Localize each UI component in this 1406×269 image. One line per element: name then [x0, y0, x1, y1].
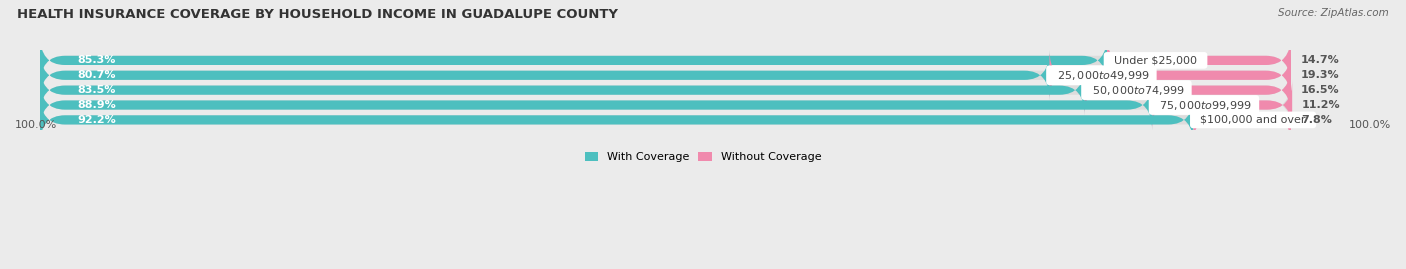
Text: 7.8%: 7.8%: [1301, 115, 1331, 125]
Legend: With Coverage, Without Coverage: With Coverage, Without Coverage: [581, 147, 825, 167]
Text: 80.7%: 80.7%: [77, 70, 117, 80]
Text: Under $25,000: Under $25,000: [1107, 55, 1204, 65]
Text: 16.5%: 16.5%: [1301, 85, 1340, 95]
FancyBboxPatch shape: [39, 65, 1084, 115]
Text: 100.0%: 100.0%: [1348, 120, 1391, 130]
FancyBboxPatch shape: [39, 80, 1291, 130]
Text: 92.2%: 92.2%: [77, 115, 117, 125]
FancyBboxPatch shape: [1049, 50, 1291, 100]
FancyBboxPatch shape: [39, 95, 1291, 145]
Text: 100.0%: 100.0%: [15, 120, 58, 130]
FancyBboxPatch shape: [1084, 65, 1291, 115]
Text: 11.2%: 11.2%: [1302, 100, 1341, 110]
Text: 88.9%: 88.9%: [77, 100, 117, 110]
FancyBboxPatch shape: [39, 35, 1291, 86]
FancyBboxPatch shape: [1107, 35, 1291, 86]
Text: HEALTH INSURANCE COVERAGE BY HOUSEHOLD INCOME IN GUADALUPE COUNTY: HEALTH INSURANCE COVERAGE BY HOUSEHOLD I…: [17, 8, 617, 21]
Text: 83.5%: 83.5%: [77, 85, 115, 95]
Text: 19.3%: 19.3%: [1301, 70, 1340, 80]
FancyBboxPatch shape: [39, 80, 1152, 130]
Text: $50,000 to $74,999: $50,000 to $74,999: [1084, 84, 1188, 97]
FancyBboxPatch shape: [39, 65, 1291, 115]
FancyBboxPatch shape: [1194, 95, 1291, 145]
Text: $100,000 and over: $100,000 and over: [1194, 115, 1313, 125]
Text: $75,000 to $99,999: $75,000 to $99,999: [1152, 98, 1256, 112]
FancyBboxPatch shape: [1152, 80, 1292, 130]
Text: 14.7%: 14.7%: [1301, 55, 1340, 65]
Text: $25,000 to $49,999: $25,000 to $49,999: [1049, 69, 1153, 82]
FancyBboxPatch shape: [39, 50, 1291, 100]
FancyBboxPatch shape: [39, 95, 1194, 145]
Text: Source: ZipAtlas.com: Source: ZipAtlas.com: [1278, 8, 1389, 18]
Text: 85.3%: 85.3%: [77, 55, 115, 65]
FancyBboxPatch shape: [39, 50, 1049, 100]
FancyBboxPatch shape: [39, 35, 1107, 86]
